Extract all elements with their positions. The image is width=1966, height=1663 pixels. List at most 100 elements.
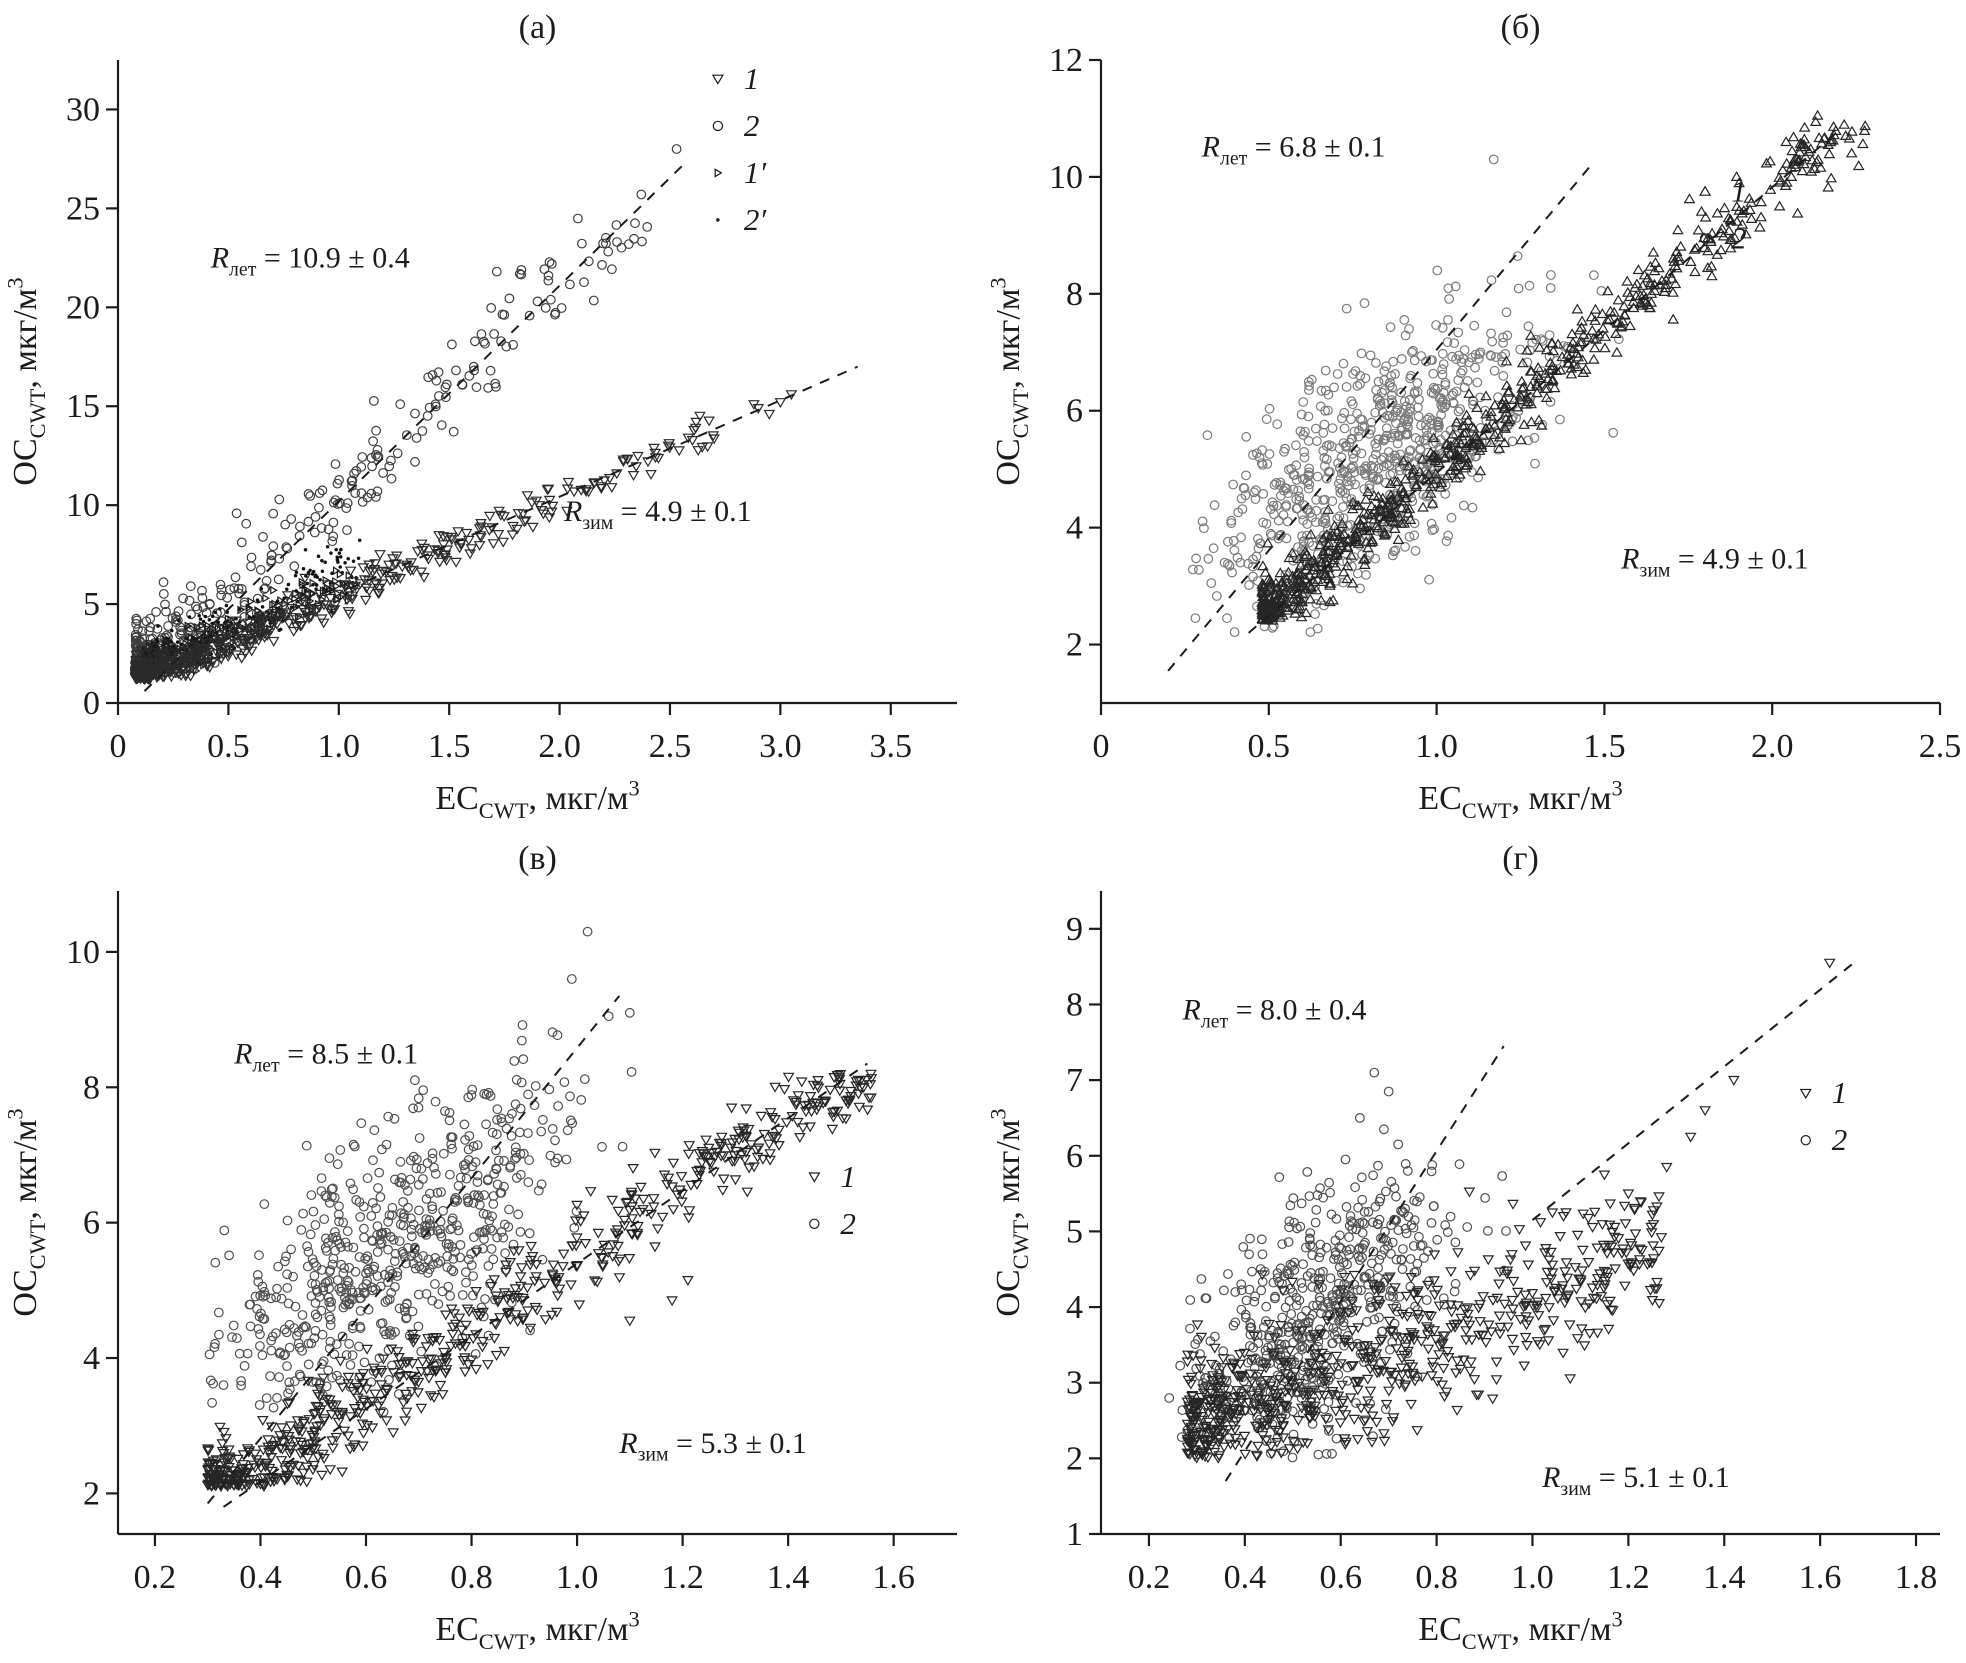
y-tick-label: 15 [66,388,100,425]
legend-label: 1 [744,61,760,96]
ratio-annotation: Rлет = 6.8 ± 0.1 [1201,130,1386,169]
x-tick-label: 1.4 [1703,1559,1746,1596]
legend-label: 1 [840,1159,856,1194]
y-tick-label: 4 [1066,1289,1083,1326]
y-tick-label: 10 [1049,159,1083,196]
x-tick-label: 2.5 [649,728,692,765]
y-axis-label: OCCWT, мкг/м3 [2,1108,49,1316]
panel-b: 0 0.5 1.0 1.5 2.0 2.5 2 4 6 8 10 12 (б) ECCWT, мкг/м3… [983,0,1966,831]
x-tick-label: 0 [110,728,127,765]
x-tick-label: 2.0 [1751,728,1794,765]
legend-label: 2′ [744,202,768,237]
y-tick-label: 30 [66,91,100,128]
x-tick-label: 0 [1093,728,1110,765]
x-tick-label: 2.5 [1919,728,1962,765]
y-tick-label: 6 [83,1205,100,1242]
x-tick-label: 1.0 [1415,728,1458,765]
legend-label: 2 [1832,1122,1848,1157]
y-tick-label: 5 [1066,1213,1083,1250]
regression-line-лет [206,995,621,1505]
axes: 0.2 0.4 0.6 0.8 1.0 1.2 1.4 1.6 2 4 6 8 10 [66,891,957,1596]
x-tick-label: 1.6 [1799,1559,1842,1596]
y-tick-label: 4 [83,1340,100,1377]
ratio-annotation: Rзим = 4.9 ± 0.1 [1620,543,1809,582]
x-tick-label: 0.2 [134,1559,177,1596]
regression-line-зим [1531,958,1860,1221]
y-tick-label: 0 [83,685,100,722]
y-tick-label: 5 [83,586,100,623]
panel-a-chart: 0 0.5 1.0 1.5 2.0 2.5 3.0 3.5 0 5 10 15 20 25 30 (а) ECC… [0,0,983,831]
legend-label: 1 [1832,1075,1848,1110]
y-tick-label: 6 [1066,393,1083,430]
legend: 12 [1699,173,1747,255]
regression-lines [1224,958,1860,1482]
legend-label: 2 [744,108,760,143]
legend-label: 1 [1731,173,1747,208]
x-tick-label: 0.4 [239,1559,282,1596]
regression-line-лет [1167,164,1592,672]
x-tick-label: 1.0 [556,1559,599,1596]
y-tick-label: 8 [1066,276,1083,313]
y-tick-label: 25 [66,190,100,227]
panel-g: 0.2 0.4 0.6 0.8 1.0 1.2 1.4 1.6 1.8 1 2 3 4 5 6 7 8 9 (г) E… [983,831,1966,1662]
legend-label: 1′ [744,155,768,190]
x-tick-label: 1.0 [1511,1559,1554,1596]
panel-v: 0.2 0.4 0.6 0.8 1.0 1.2 1.4 1.6 2 4 6 8 10 (в) ECCWT, … [0,831,983,1662]
ratio-annotation: Rзим = 5.3 ± 0.1 [618,1427,807,1466]
x-tick-label: 1.4 [767,1559,810,1596]
y-tick-label: 10 [66,487,100,524]
y-tick-label: 2 [83,1475,100,1512]
series-triangle-down [129,390,798,685]
x-tick-label: 1.8 [1895,1559,1938,1596]
x-tick-label: 1.5 [1583,728,1626,765]
x-tick-label: 1.6 [872,1559,915,1596]
x-axis-label: ECCWT, мкг/м3 [435,1606,639,1653]
x-tick-label: 3.5 [870,728,913,765]
legend-label: 2 [840,1206,856,1241]
panel-title: (а) [519,9,557,46]
x-tick-label: 0.5 [207,728,250,765]
x-tick-label: 1.2 [661,1559,704,1596]
series-circle [204,926,637,1417]
ratio-annotation: Rлет = 8.5 ± 0.1 [233,1038,418,1077]
x-tick-label: 0.8 [1415,1559,1458,1596]
regression-line-лет [143,164,684,692]
y-axis-label: OCCWT, мкг/м3 [985,1108,1032,1316]
legend: 12 [808,1159,856,1241]
y-tick-label: 1 [1066,1516,1083,1553]
panel-a: 0 0.5 1.0 1.5 2.0 2.5 3.0 3.5 0 5 10 15 20 25 30 (а) ECC… [0,0,983,831]
ratio-annotation: Rзим = 5.1 ± 0.1 [1541,1461,1730,1500]
y-tick-label: 6 [1066,1138,1083,1175]
series-triangle-down [201,1069,878,1493]
ratio-annotation: Rзим = 4.9 ± 0.1 [563,495,752,534]
y-tick-label: 20 [66,289,100,326]
panel-g-chart: 0.2 0.4 0.6 0.8 1.0 1.2 1.4 1.6 1.8123456789(г)E… [983,831,1966,1662]
x-tick-label: 3.0 [759,728,802,765]
y-tick-label: 8 [1066,986,1083,1023]
y-tick-label: 9 [1066,911,1083,948]
x-axis-label: ECCWT, мкг/м3 [435,775,639,822]
x-tick-label: 0.5 [1248,728,1291,765]
regression-lines [143,164,859,692]
legend: 1 2 1′ 2′ [711,61,768,237]
series-circle [1187,154,1624,637]
panel-v-chart: 0.2 0.4 0.6 0.8 1.0 1.2 1.4 1.6 2 4 6 8 10 (в) ECCWT, … [0,831,983,1662]
y-tick-label: 10 [66,934,100,971]
series-circle [130,144,682,679]
x-axis-label: ECCWT, мкг/м3 [1418,1606,1622,1653]
y-axis-label: OCCWT, мкг/м3 [985,277,1032,485]
ratio-annotation: Rлет = 8.0 ± 0.4 [1182,994,1367,1033]
regression-line-зим [349,365,859,590]
panel-title: (б) [1501,9,1541,46]
y-tick-label: 7 [1066,1062,1083,1099]
legend: 12 [1799,1075,1848,1157]
y-tick-label: 8 [83,1069,100,1106]
x-tick-label: 0.4 [1224,1559,1267,1596]
y-tick-label: 4 [1066,510,1083,547]
x-tick-label: 0.6 [345,1559,388,1596]
regression-lines [206,995,868,1508]
panel-title: (в) [518,840,557,877]
